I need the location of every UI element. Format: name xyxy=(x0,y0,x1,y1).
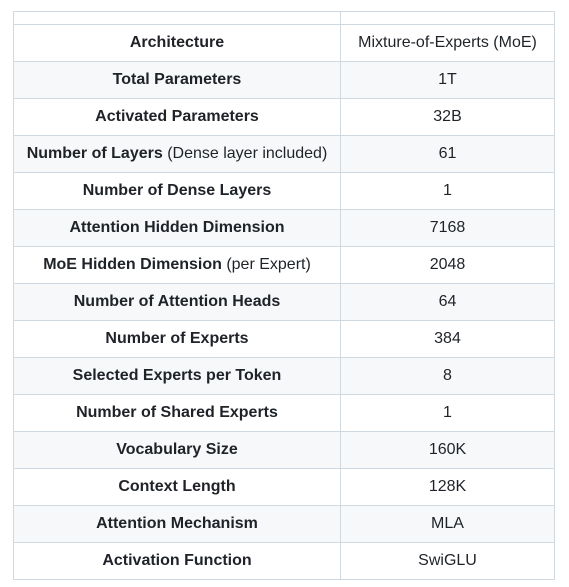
table-row: Activation Function SwiGLU xyxy=(13,542,555,580)
spec-key-cell: Architecture xyxy=(13,24,341,62)
spec-value-cell: 1 xyxy=(340,172,555,210)
spec-key-cell: Number of Layers (Dense layer included) xyxy=(13,135,341,173)
spec-value-cell: MLA xyxy=(340,505,555,543)
spec-value-cell: 64 xyxy=(340,283,555,321)
spec-key-cell: Activation Function xyxy=(13,542,341,580)
spec-value-cell: 160K xyxy=(340,431,555,469)
spec-key-cell: Attention Mechanism xyxy=(13,505,341,543)
spec-value-cell: SwiGLU xyxy=(340,542,555,580)
table-row: Number of Attention Heads 64 xyxy=(13,283,555,321)
empty-header-cell xyxy=(340,11,555,25)
spec-key-cell: Number of Experts xyxy=(13,320,341,358)
spec-value-cell: 2048 xyxy=(340,246,555,284)
table-row: Number of Dense Layers 1 xyxy=(13,172,555,210)
spec-key-label: Number of Layers xyxy=(26,145,163,162)
spec-key-label: Number of Dense Layers xyxy=(82,182,272,199)
table-row: Architecture Mixture-of-Experts (MoE) xyxy=(13,24,555,62)
spec-key-label: Selected Experts per Token xyxy=(72,367,282,384)
spec-value-cell: 7168 xyxy=(340,209,555,247)
table-row: MoE Hidden Dimension (per Expert) 2048 xyxy=(13,246,555,284)
spec-key-label: Architecture xyxy=(129,34,225,51)
spec-key-note: (per Expert) xyxy=(221,256,311,273)
empty-header-row xyxy=(13,11,555,25)
spec-key-label: Total Parameters xyxy=(112,71,242,88)
spec-key-label: Vocabulary Size xyxy=(116,441,238,458)
spec-value-cell: 32B xyxy=(340,98,555,136)
spec-value-cell: 128K xyxy=(340,468,555,506)
spec-key-label: Number of Experts xyxy=(105,330,249,347)
table-row: Context Length 128K xyxy=(13,468,555,506)
spec-value-cell: Mixture-of-Experts (MoE) xyxy=(340,24,555,62)
spec-key-label: MoE Hidden Dimension xyxy=(43,256,222,273)
spec-key-cell: Number of Shared Experts xyxy=(13,394,341,432)
spec-key-cell: Activated Parameters xyxy=(13,98,341,136)
spec-key-cell: Context Length xyxy=(13,468,341,506)
spec-value-cell: 8 xyxy=(340,357,555,395)
spec-value-cell: 1T xyxy=(340,61,555,99)
spec-value-cell: 61 xyxy=(340,135,555,173)
spec-key-cell: Number of Dense Layers xyxy=(13,172,341,210)
spec-key-label: Activation Function xyxy=(102,552,252,569)
spec-key-label: Activated Parameters xyxy=(95,108,259,125)
spec-key-cell: Total Parameters xyxy=(13,61,341,99)
empty-header-cell xyxy=(13,11,341,25)
table-row: Selected Experts per Token 8 xyxy=(13,357,555,395)
table-row: Total Parameters 1T xyxy=(13,61,555,99)
spec-value-cell: 1 xyxy=(340,394,555,432)
spec-key-cell: Selected Experts per Token xyxy=(13,357,341,395)
table-row: Activated Parameters 32B xyxy=(13,98,555,136)
model-spec-table: Architecture Mixture-of-Experts (MoE) Tota… xyxy=(13,11,555,580)
spec-key-label: Attention Mechanism xyxy=(96,515,258,532)
spec-key-note: (Dense layer included) xyxy=(162,145,328,162)
spec-key-label: Number of Attention Heads xyxy=(73,293,281,310)
spec-key-label: Attention Hidden Dimension xyxy=(69,219,285,236)
spec-key-cell: Number of Attention Heads xyxy=(13,283,341,321)
spec-key-label: Context Length xyxy=(118,478,236,495)
spec-key-cell: MoE Hidden Dimension (per Expert) xyxy=(13,246,341,284)
spec-key-cell: Vocabulary Size xyxy=(13,431,341,469)
table-row: Number of Layers (Dense layer included) 6… xyxy=(13,135,555,173)
spec-key-cell: Attention Hidden Dimension xyxy=(13,209,341,247)
spec-key-label: Number of Shared Experts xyxy=(76,404,278,421)
table-row: Attention Mechanism MLA xyxy=(13,505,555,543)
table-row: Attention Hidden Dimension 7168 xyxy=(13,209,555,247)
spec-table-body: Architecture Mixture-of-Experts (MoE) Tota… xyxy=(13,11,555,580)
table-row: Number of Experts 384 xyxy=(13,320,555,358)
table-row: Vocabulary Size 160K xyxy=(13,431,555,469)
table-row: Number of Shared Experts 1 xyxy=(13,394,555,432)
spec-value-cell: 384 xyxy=(340,320,555,358)
